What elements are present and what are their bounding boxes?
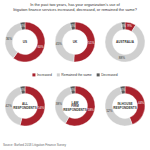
data-label: 4%: [71, 88, 76, 92]
donut-slice: [20, 86, 25, 94]
donut-title: IN-HOUSERESPONDENTS: [113, 102, 137, 110]
donut-slice: [55, 23, 74, 62]
data-label: 3%: [121, 24, 126, 28]
donut-slice: [70, 22, 75, 30]
source: Source: Burford 2018 Litigation Finance …: [3, 143, 67, 147]
data-label: 54%: [38, 106, 44, 110]
data-label: 44%: [138, 101, 144, 105]
data-label: 60%: [37, 45, 43, 49]
background: [0, 0, 150, 150]
donut-slice: [70, 86, 75, 94]
legend-label: Increased: [37, 73, 52, 77]
data-label: 9%: [127, 24, 132, 28]
data-label: 52%: [106, 109, 112, 113]
donut-title: ALLRESPONDENTS: [13, 102, 37, 110]
donut-chart: [5, 86, 45, 126]
data-label: 4%: [21, 88, 26, 92]
data-label: 58%: [88, 108, 94, 112]
donut-slice: [120, 86, 125, 94]
legend-swatch: [32, 73, 35, 76]
legend-label: Decreased: [101, 73, 118, 77]
data-label: 88%: [119, 56, 125, 60]
data-label: 38%: [56, 102, 62, 106]
donut-title-line: RESPONDENTS: [113, 106, 137, 110]
donut-chart: [55, 22, 95, 62]
donut-title: AUSTRALIA: [116, 40, 135, 44]
data-label: 45%: [56, 42, 62, 46]
donut-chart: [105, 86, 145, 126]
data-label: 4%: [121, 88, 126, 92]
legend: Increased Remained the same Decreased: [32, 73, 117, 77]
legend-swatch: [57, 73, 60, 76]
donut-chart: [105, 22, 145, 62]
data-label: 51%: [88, 41, 94, 45]
donut-slice: [74, 22, 95, 62]
donut-slice: [121, 22, 125, 30]
legend-label: Remained the same: [61, 73, 91, 77]
donut-slice: [55, 87, 72, 124]
data-label: 4%: [71, 24, 76, 28]
donut-slice: [5, 23, 22, 59]
donut-title-line: AUSTRALIA: [116, 40, 135, 44]
data-label: 4%: [21, 24, 26, 28]
donut-slice: [105, 22, 145, 62]
donut-slice: [20, 22, 25, 30]
donut-chart: [55, 86, 95, 126]
donut-title: UK: [73, 40, 78, 44]
donut-title-line: RESPONDENTS: [13, 106, 37, 110]
donut-chart: [5, 22, 45, 62]
chart: In the past two years, has your organiza…: [0, 0, 150, 150]
donut-title-line: RESPONDENTS: [63, 108, 87, 112]
donut-title: LAWFIRMRESPONDENTS: [63, 101, 87, 112]
title: litigation finance services increased, d…: [13, 7, 138, 12]
donut-title-line: US: [23, 40, 27, 44]
legend-swatch: [97, 73, 100, 76]
donut-title-line: UK: [73, 40, 78, 44]
data-label: 42%: [6, 104, 12, 108]
data-label: 36%: [6, 37, 12, 41]
donut-title: US: [23, 40, 27, 44]
